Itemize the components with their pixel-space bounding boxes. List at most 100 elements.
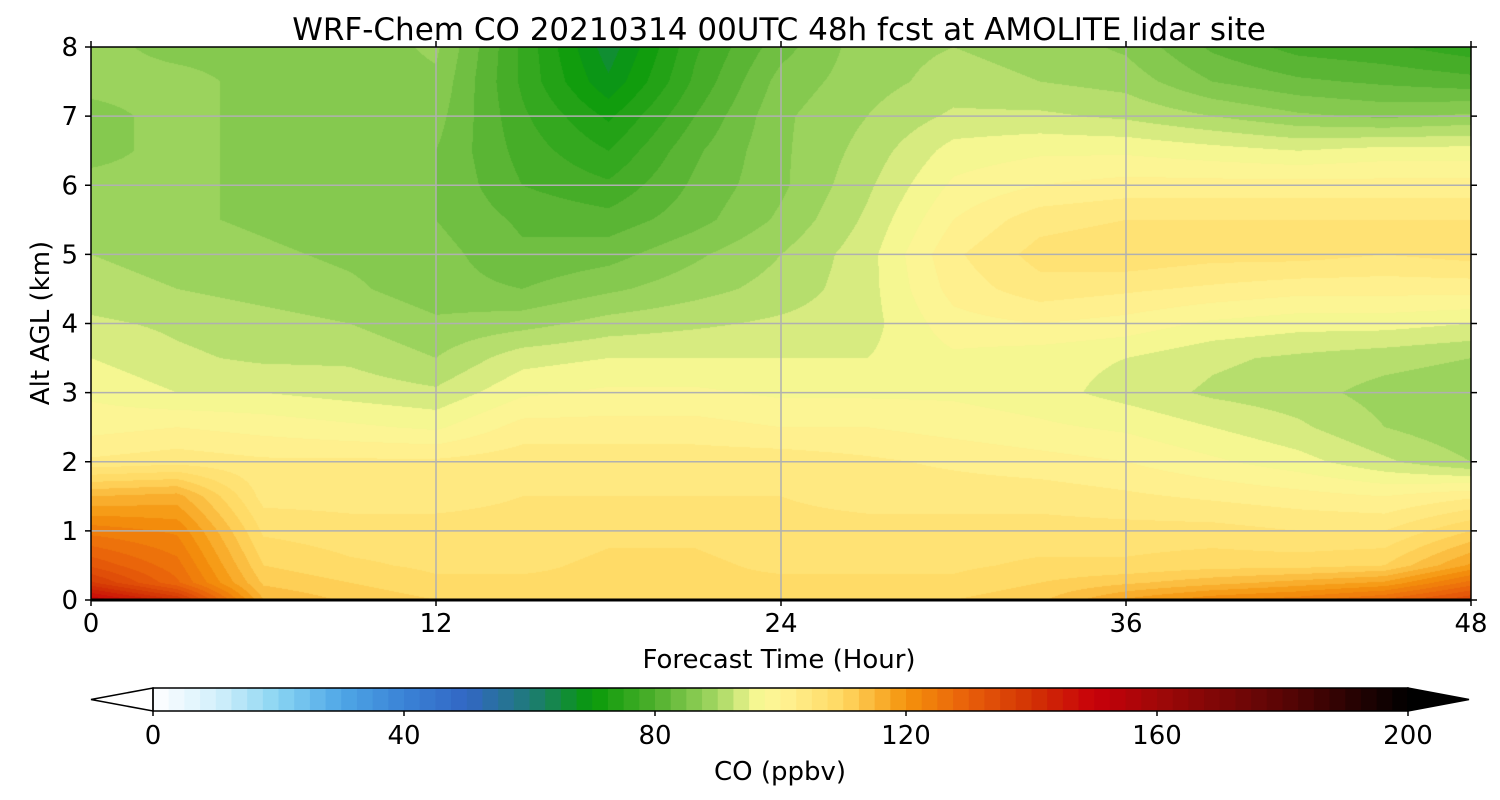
colorbar-segment bbox=[309, 688, 327, 711]
colorbar-segment bbox=[184, 688, 201, 711]
colorbar-segment bbox=[1298, 688, 1315, 711]
colorbar-segment bbox=[262, 688, 280, 711]
colorbar-segment bbox=[545, 688, 562, 711]
y-tick-label: 0 bbox=[61, 586, 78, 616]
colorbar-segment bbox=[1031, 688, 1048, 711]
colorbar-extend-min bbox=[90, 687, 154, 712]
colorbar: 0 40 80 120 160 200 bbox=[90, 687, 1470, 751]
colorbar-segment bbox=[843, 688, 860, 711]
colorbar-segment bbox=[592, 688, 609, 711]
colorbar-segment bbox=[341, 688, 358, 711]
colorbar-segment bbox=[1094, 688, 1111, 711]
colorbar-segment bbox=[1376, 688, 1393, 711]
colorbar-segment bbox=[1345, 688, 1362, 711]
colorbar-segment bbox=[1062, 688, 1080, 711]
colorbar-segment bbox=[796, 688, 813, 711]
colorbar-segment bbox=[419, 688, 436, 711]
colorbar-segment bbox=[890, 688, 907, 711]
colorbar-segment bbox=[466, 688, 484, 711]
colorbar-segment bbox=[560, 688, 578, 711]
colorbar-tick-label: 0 bbox=[145, 721, 162, 751]
colorbar-segment bbox=[764, 688, 782, 711]
colorbar-segment bbox=[858, 688, 876, 711]
colorbar-segment bbox=[372, 688, 389, 711]
colorbar-segment bbox=[1266, 688, 1284, 711]
colorbar-segment bbox=[874, 688, 891, 711]
colorbar-segment bbox=[1204, 688, 1221, 711]
y-tick-label: 2 bbox=[61, 448, 78, 478]
y-tick-label: 3 bbox=[61, 379, 78, 409]
colorbar-segment bbox=[937, 688, 954, 711]
colorbar-segment bbox=[153, 688, 170, 711]
colorbar-segment bbox=[1188, 688, 1205, 711]
x-tick-label: 0 bbox=[83, 609, 100, 639]
colorbar-segment bbox=[278, 688, 295, 711]
colorbar-tick-label: 80 bbox=[638, 721, 671, 751]
y-tick-label: 7 bbox=[61, 102, 78, 132]
colorbar-segment bbox=[670, 688, 687, 711]
colorbar-segment bbox=[529, 688, 546, 711]
colorbar-segment bbox=[1078, 688, 1095, 711]
colorbar-segment bbox=[717, 688, 735, 711]
colorbar-segment bbox=[1313, 688, 1331, 711]
colorbar-segment bbox=[686, 688, 703, 711]
colorbar-segment bbox=[325, 688, 342, 711]
colorbar-segment bbox=[1282, 688, 1299, 711]
x-tick-label: 12 bbox=[419, 609, 452, 639]
colorbar-segment bbox=[639, 688, 656, 711]
colorbar-segment bbox=[247, 688, 264, 711]
colorbar-segment bbox=[953, 688, 970, 711]
colorbar-segment bbox=[294, 688, 311, 711]
colorbar-segment bbox=[1015, 688, 1033, 711]
colorbar-segment bbox=[1235, 688, 1252, 711]
colorbar-segment bbox=[1219, 688, 1237, 711]
y-tick-label: 8 bbox=[61, 33, 78, 63]
colorbar-segment bbox=[356, 688, 374, 711]
colorbar-tick-label: 160 bbox=[1132, 721, 1182, 751]
colorbar-segment bbox=[1392, 688, 1409, 711]
colorbar-segment bbox=[388, 688, 405, 711]
colorbar-tick-label: 200 bbox=[1383, 721, 1433, 751]
colorbar-segment bbox=[984, 688, 1001, 711]
colorbar-segment bbox=[906, 688, 923, 711]
colorbar-segment bbox=[576, 688, 593, 711]
x-tick-label: 24 bbox=[764, 609, 797, 639]
colorbar-segment bbox=[1047, 688, 1064, 711]
y-tick-label: 1 bbox=[61, 517, 78, 547]
colorbar-segment bbox=[513, 688, 531, 711]
colorbar-segment bbox=[1172, 688, 1189, 711]
colorbar-segment bbox=[404, 688, 421, 711]
colorbar-segment bbox=[702, 688, 719, 711]
colorbar-segment bbox=[733, 688, 750, 711]
y-axis-label: Alt AGL (km) bbox=[26, 241, 56, 405]
colorbar-tick-label: 40 bbox=[387, 721, 420, 751]
y-tick-label: 4 bbox=[61, 310, 78, 340]
x-axis-label: Forecast Time (Hour) bbox=[642, 645, 915, 675]
x-tick-label: 36 bbox=[1109, 609, 1142, 639]
colorbar-segment bbox=[780, 688, 797, 711]
y-tick-label: 6 bbox=[61, 171, 78, 201]
colorbar-segment bbox=[200, 688, 217, 711]
colorbar-segment bbox=[498, 688, 515, 711]
colorbar-segment bbox=[749, 688, 766, 711]
colorbar-segment bbox=[1141, 688, 1158, 711]
colorbar-frame bbox=[152, 687, 1409, 712]
y-tick-label: 5 bbox=[61, 240, 78, 270]
colorbar-segment bbox=[968, 688, 986, 711]
colorbar-segment bbox=[168, 688, 185, 711]
colorbar-segment bbox=[623, 688, 640, 711]
colorbar-label: CO (ppbv) bbox=[714, 757, 846, 787]
chart-title: WRF-Chem CO 20210314 00UTC 48h fcst at A… bbox=[292, 12, 1266, 48]
colorbar-segment bbox=[1000, 688, 1017, 711]
colorbar-extend-max bbox=[1407, 687, 1470, 712]
colorbar-segment bbox=[435, 688, 452, 711]
colorbar-segment bbox=[215, 688, 233, 711]
colorbar-segment bbox=[1329, 688, 1346, 711]
colorbar-segment bbox=[827, 688, 844, 711]
colorbar-segment bbox=[1109, 688, 1127, 711]
colorbar-segment bbox=[1157, 688, 1174, 711]
colorbar-segment bbox=[1251, 688, 1268, 711]
colorbar-segment bbox=[1360, 688, 1378, 711]
